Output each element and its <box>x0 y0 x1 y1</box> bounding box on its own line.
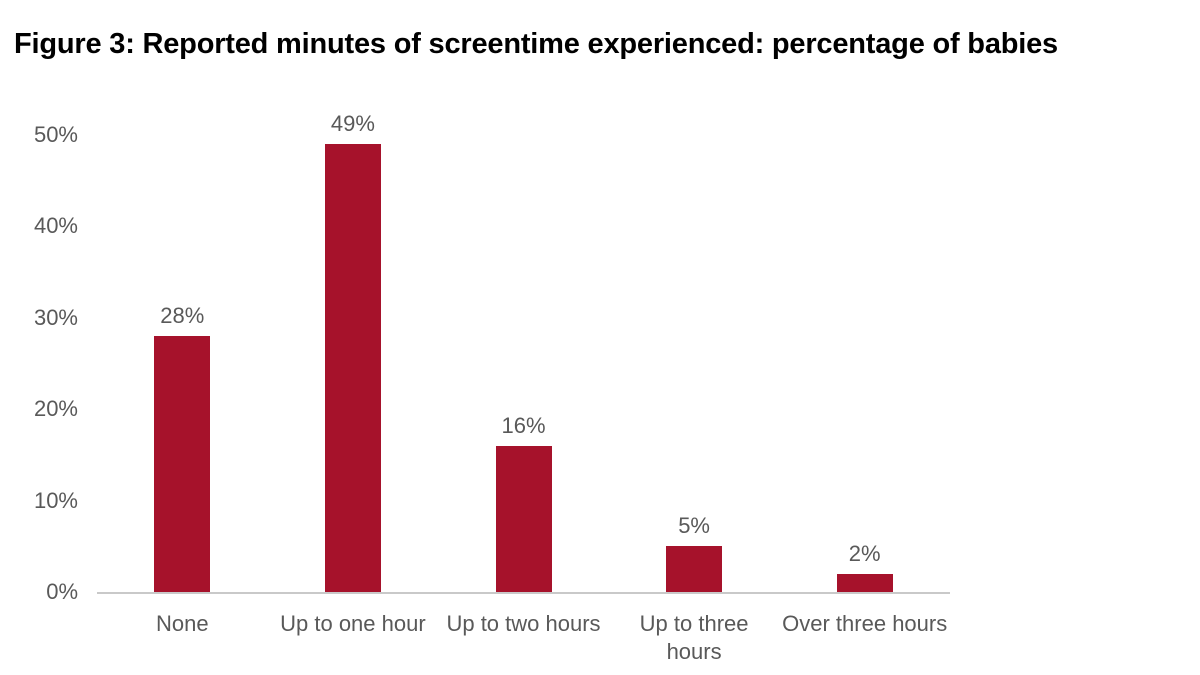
bar <box>666 546 723 592</box>
y-tick-label: 30% <box>33 304 78 330</box>
y-tick-label: 40% <box>33 213 78 239</box>
x-axis-category-label: Up to two hours <box>446 611 601 636</box>
bar-value-label: 49% <box>330 111 375 137</box>
bar <box>495 445 552 592</box>
bar-value-label: 16% <box>501 412 546 438</box>
x-axis-category-label: None <box>156 611 209 636</box>
x-axis-line <box>97 592 950 594</box>
y-tick-label: 50% <box>33 122 78 147</box>
y-tick-label: 0% <box>46 579 78 604</box>
y-tick-label: 20% <box>33 396 78 422</box>
figure-title: Figure 3: Reported minutes of screentime… <box>14 28 1058 60</box>
y-tick-label: 10% <box>33 487 78 513</box>
bar <box>324 144 381 592</box>
bar-value-label: 2% <box>848 540 881 566</box>
x-axis-category-label: Up to three hours <box>639 611 749 664</box>
bar-value-label: 28% <box>160 303 205 329</box>
bar-value-label: 5% <box>678 513 710 539</box>
bar <box>836 573 893 592</box>
x-axis-category-label: Up to one hour <box>280 611 426 636</box>
x-axis-category-label: Over three hours <box>782 611 948 636</box>
bar <box>154 336 211 592</box>
